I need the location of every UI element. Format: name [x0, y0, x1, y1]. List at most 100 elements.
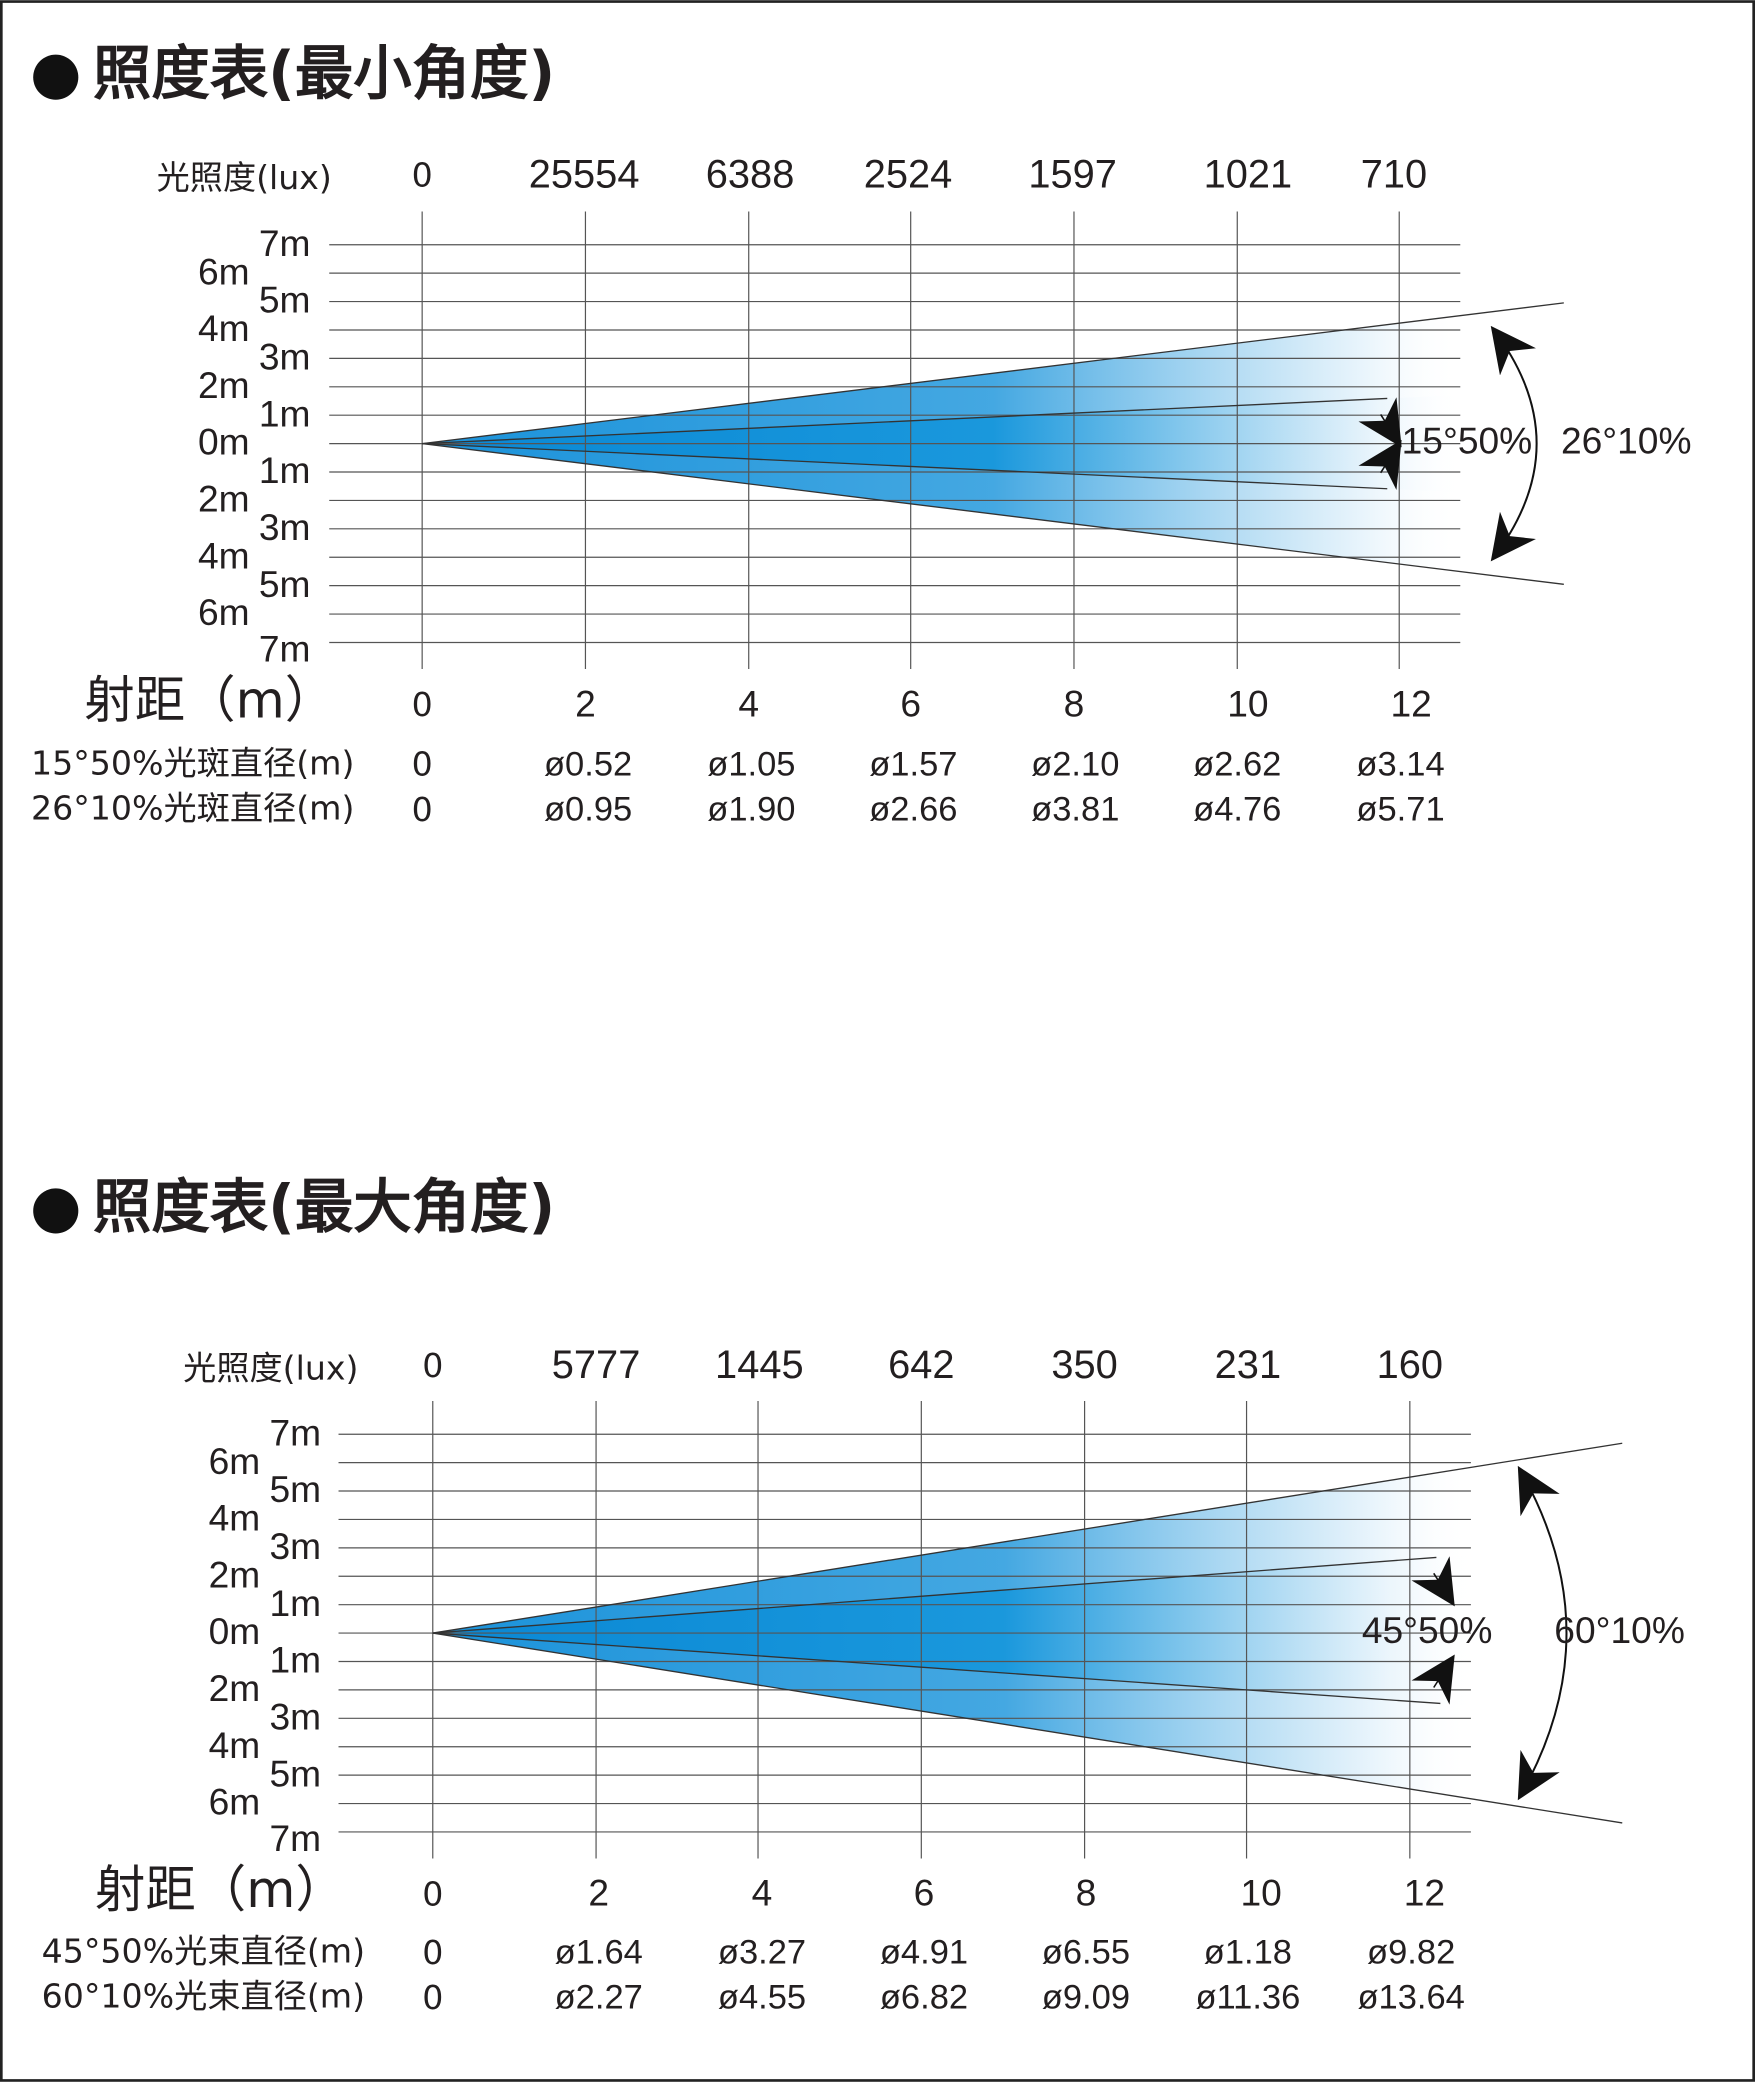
beam-edge [432, 1556, 1437, 1634]
row-value: ø6.82 [880, 1979, 968, 2017]
y-label: 4m [209, 1724, 261, 1766]
row-value: ø4.55 [718, 1979, 806, 2017]
row-value: ø2.66 [869, 790, 957, 828]
row-value: ø4.76 [1193, 790, 1281, 828]
lux-value: 642 [888, 1343, 954, 1387]
y-label: 6m [198, 591, 250, 633]
lux-value: 1445 [715, 1343, 804, 1387]
lux-value: 231 [1215, 1343, 1281, 1387]
lux-value: 710 [1361, 152, 1427, 196]
lux-label: 光照度(lux) [183, 1349, 358, 1388]
row-value: ø1.18 [1204, 1933, 1292, 1971]
row-value: ø2.10 [1031, 745, 1119, 783]
y-label: 5m [269, 1752, 321, 1794]
row-value: ø9.09 [1042, 1979, 1130, 2017]
lux-value: 6388 [706, 152, 795, 196]
distance-value: 10 [1240, 1872, 1281, 1914]
row-value: ø1.90 [707, 790, 795, 828]
beam-edge [422, 397, 1388, 445]
y-label: 3m [259, 336, 311, 378]
row-value: 0 [422, 1933, 443, 1972]
lux-value: 350 [1051, 1343, 1117, 1387]
row-value: ø3.81 [1031, 790, 1119, 828]
row-value: ø2.62 [1193, 745, 1281, 783]
row-value: ø11.36 [1195, 1979, 1300, 2017]
lux-value: 25554 [529, 152, 640, 196]
y-label: 7m [269, 1411, 321, 1453]
y-label: 2m [209, 1667, 261, 1709]
arrow [1358, 397, 1402, 448]
lux-value: 2524 [864, 152, 953, 196]
beam-edge [422, 442, 1564, 585]
beam-edge [422, 442, 1388, 490]
y-label: 4m [198, 307, 250, 349]
beam-edge [432, 1632, 1441, 1705]
y-label: 6m [209, 1781, 261, 1823]
y-label: 7m [269, 1817, 321, 1859]
y-label: 6m [209, 1440, 261, 1482]
y-label: 4m [198, 534, 250, 576]
row-value: ø0.95 [544, 790, 632, 828]
row-label: 60°10%光束直径(m) [42, 1977, 365, 2016]
arrow [1490, 325, 1538, 562]
row-value: ø6.55 [1042, 1933, 1130, 1971]
distance-value: 8 [1076, 1872, 1097, 1914]
row-value: ø2.27 [555, 1979, 643, 2017]
angle-label: 26°10% [1561, 419, 1692, 461]
beam-edge [432, 1632, 1623, 1824]
y-label: 5m [269, 1468, 321, 1510]
bullet [33, 1188, 79, 1234]
lux-value: 0 [422, 1346, 443, 1385]
row-value: ø5.71 [1356, 790, 1444, 828]
beam-edge [422, 302, 1564, 445]
row-value: ø13.64 [1357, 1979, 1464, 2017]
arrow [1411, 1654, 1455, 1705]
row-value: ø3.27 [718, 1933, 806, 1971]
arrow [1517, 1465, 1568, 1801]
lux-value: 1021 [1204, 152, 1293, 196]
distance-value: 8 [1064, 682, 1085, 724]
y-label: 3m [269, 1695, 321, 1737]
lux-value: 1597 [1028, 152, 1117, 196]
row-value: ø1.64 [555, 1933, 643, 1971]
section-title: 照度表(最大角度) [93, 1173, 555, 1241]
distance-value: 0 [412, 685, 433, 724]
y-label: 2m [198, 364, 250, 406]
arrow [1411, 1556, 1455, 1607]
row-value: 0 [412, 745, 433, 784]
angle-label: 60°10% [1554, 1609, 1685, 1651]
distance-label: 射距（m） [95, 1860, 346, 1919]
row-value: 0 [412, 790, 433, 829]
angle-label: 15°50% [1402, 419, 1533, 461]
distance-value: 10 [1227, 682, 1268, 724]
row-value: ø4.91 [880, 1933, 968, 1971]
y-label: 1m [259, 449, 311, 491]
y-label: 7m [259, 628, 311, 670]
y-label: 3m [269, 1525, 321, 1567]
distance-value: 2 [588, 1872, 609, 1914]
y-label: 7m [259, 222, 311, 264]
lux-label: 光照度(lux) [157, 158, 332, 197]
y-label: 6m [198, 250, 250, 292]
distance-value: 12 [1390, 682, 1431, 724]
distance-value: 2 [575, 682, 596, 724]
y-label: 3m [259, 506, 311, 548]
lux-value: 0 [412, 155, 433, 194]
y-label: 4m [209, 1497, 261, 1539]
row-value: ø1.57 [869, 745, 957, 783]
distance-value: 4 [752, 1872, 773, 1914]
y-label: 2m [198, 478, 250, 520]
y-label: 1m [259, 392, 311, 434]
row-value: 0 [422, 1978, 443, 2017]
section-title: 照度表(最小角度) [93, 39, 555, 107]
row-value: ø9.82 [1367, 1933, 1455, 1971]
row-value: ø3.14 [1356, 745, 1444, 783]
y-label: 5m [259, 279, 311, 321]
y-label: 2m [209, 1553, 261, 1595]
row-value: ø0.52 [544, 745, 632, 783]
y-label: 1m [269, 1639, 321, 1681]
distance-value: 0 [422, 1874, 443, 1913]
distance-label: 射距（m） [84, 670, 335, 729]
